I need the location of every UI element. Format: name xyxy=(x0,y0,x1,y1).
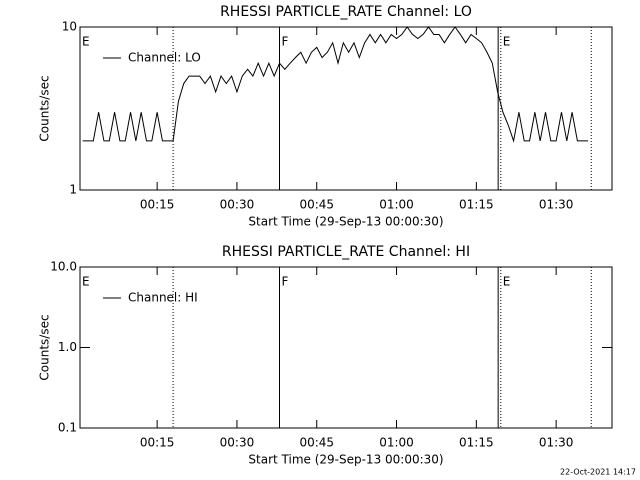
x-tick-label: 00:15 xyxy=(140,436,175,450)
timestamp: 22-Oct-2021 14:17 xyxy=(560,468,636,477)
x-tick-label: 00:45 xyxy=(299,436,334,450)
event-label: E xyxy=(503,275,511,289)
x-tick-label: 00:45 xyxy=(299,198,334,212)
event-label: E xyxy=(503,35,511,49)
data-line xyxy=(82,26,589,143)
x-tick-label: 00:30 xyxy=(220,198,255,212)
legend-label: Channel: HI xyxy=(128,291,198,305)
x-tick-label: 00:30 xyxy=(220,436,255,450)
x-tick-label: 01:00 xyxy=(379,198,414,212)
chart-title: RHESSI PARTICLE_RATE Channel: LO xyxy=(220,4,472,20)
x-tick-label: 01:00 xyxy=(379,436,414,450)
event-label: F xyxy=(282,35,289,49)
y-tick-label: 0.1 xyxy=(58,421,77,435)
y-axis-label: Counts/sec xyxy=(38,75,52,141)
y-tick-label: 10 xyxy=(62,20,77,34)
y-tick-label: 1.0 xyxy=(58,340,77,354)
plot-frame xyxy=(79,26,613,191)
event-label: F xyxy=(282,275,289,289)
y-tick-label: 10.0 xyxy=(50,260,77,274)
x-tick-label: 01:15 xyxy=(459,436,494,450)
legend-label: Channel: LO xyxy=(128,51,201,65)
event-label: E xyxy=(82,275,90,289)
x-axis-label: Start Time (29-Sep-13 00:00:30) xyxy=(248,215,443,229)
x-tick-label: 01:15 xyxy=(459,198,494,212)
event-label: E xyxy=(82,35,90,49)
chart-title: RHESSI PARTICLE_RATE Channel: HI xyxy=(222,244,470,260)
plot-frame xyxy=(79,266,613,429)
x-tick-label: 00:15 xyxy=(140,198,175,212)
y-axis-label: Counts/sec xyxy=(38,314,52,380)
x-tick-label: 01:30 xyxy=(539,436,574,450)
x-axis-label: Start Time (29-Sep-13 00:00:30) xyxy=(248,453,443,467)
y-tick-label: 1 xyxy=(69,183,77,197)
x-tick-label: 01:30 xyxy=(539,198,574,212)
